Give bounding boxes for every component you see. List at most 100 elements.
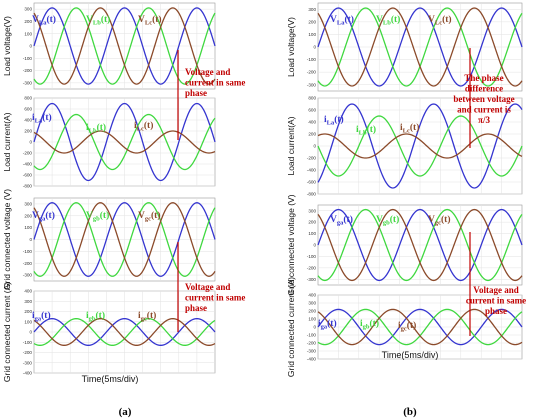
series-label-Vga: Vga(t) (32, 210, 55, 223)
series-line-iLa (33, 102, 216, 182)
series-label-iLa: iLa(t) (32, 112, 52, 125)
y-tick-label: -200 (23, 151, 33, 156)
y-tick-label: -300 (23, 360, 33, 365)
annotation-text-line: current in same (185, 78, 245, 88)
y-tick-label: -200 (23, 261, 33, 266)
y-axis-label-b-1: Load voltage(V) (286, 17, 296, 77)
y-tick-label: -100 (23, 249, 33, 254)
y-tick-label: -300 (307, 277, 317, 282)
y-tick-label: 200 (24, 309, 32, 314)
panel-caption-a: (a) (119, 406, 132, 418)
y-tick-label: -800 (307, 192, 317, 197)
y-tick-label: -400 (307, 357, 317, 362)
y-tick-label: 100 (308, 231, 316, 236)
series-label-VLb: VLb(t) (376, 14, 400, 27)
series-label-VLb: VLb(t) (86, 14, 110, 27)
series-line-igc (33, 318, 216, 346)
series-label-igc: igc(t) (138, 310, 156, 323)
y-tick-label: 200 (24, 213, 32, 218)
y-tick-label: -100 (307, 57, 317, 62)
y-axis-label-b-3: Grid connected voltage (V) (286, 194, 296, 295)
y-tick-label: 400 (308, 293, 316, 298)
y-tick-label: 100 (24, 225, 32, 230)
series-label-iLc: iLc(t) (400, 122, 419, 135)
series-label-VLa: VLa(t) (330, 14, 354, 27)
annotation-text-line: between voltage (453, 94, 514, 104)
y-tick-label: -600 (307, 180, 317, 185)
series-label-iLc: iLc(t) (134, 120, 153, 133)
y-tick-label: -300 (307, 349, 317, 354)
y-tick-label: -200 (307, 156, 317, 161)
y-tick-label: 100 (308, 32, 316, 37)
series-label-VLc: VLc(t) (428, 14, 452, 27)
y-axis-label-a-4: Grid connected current (A) (2, 282, 12, 382)
y-tick-label: 200 (24, 19, 32, 24)
y-tick-label: 200 (308, 132, 316, 137)
y-tick-label: 600 (308, 108, 316, 113)
y-tick-label: 0 (29, 330, 32, 335)
annotation-text-line: current in same (185, 293, 245, 303)
y-tick-label: -100 (307, 254, 317, 259)
y-tick-label: 200 (308, 19, 316, 24)
series-label-Vgc: Vgc(t) (138, 210, 161, 223)
y-tick-label: -100 (23, 56, 33, 61)
series-label-iLa: iLa(t) (324, 114, 344, 127)
annotation-text-line: π/3 (478, 115, 490, 125)
y-tick-label: 400 (24, 118, 32, 123)
y-tick-label: -400 (23, 371, 33, 376)
y-tick-label: -300 (307, 82, 317, 87)
panel-caption-b: (b) (403, 406, 417, 418)
series-line-iLc (317, 133, 523, 159)
y-tick-label: -100 (23, 340, 33, 345)
y-axis-label-a-1: Load voltage(V) (2, 16, 12, 76)
y-tick-label: -200 (23, 350, 33, 355)
series-label-Vgb: Vgb(t) (86, 210, 109, 223)
annotation-text-line: current in same (466, 296, 526, 306)
y-tick-label: 300 (24, 299, 32, 304)
y-tick-label: -200 (307, 70, 317, 75)
y-tick-label: -300 (23, 273, 33, 278)
y-tick-label: 100 (24, 319, 32, 324)
series-line-iLb (33, 113, 216, 171)
y-tick-label: 300 (308, 208, 316, 213)
y-tick-label: 800 (308, 96, 316, 101)
series-label-VLa: VLa(t) (32, 14, 56, 27)
y-tick-label: -400 (23, 162, 33, 167)
y-tick-label: 0 (313, 45, 316, 50)
series-label-iLb: iLb(t) (86, 122, 106, 135)
y-tick-label: 0 (313, 243, 316, 248)
series-line-iLb (317, 115, 523, 177)
y-tick-label: 0 (29, 140, 32, 145)
y-tick-label: -800 (23, 184, 33, 189)
y-tick-label: 600 (24, 107, 32, 112)
y-axis-label-a-3: Grid connected voltage (V) (2, 189, 12, 290)
series-label-igb: igb(t) (360, 318, 379, 331)
y-tick-label: 200 (308, 220, 316, 225)
series-label-Vgb: Vgb(t) (376, 214, 399, 227)
y-tick-label: 200 (24, 129, 32, 134)
annotation-text-line: Voltage and (185, 282, 230, 292)
series-line-VLc (33, 7, 216, 85)
series-line-igc (317, 308, 523, 346)
series-line-VLc (317, 7, 523, 87)
y-tick-label: 200 (308, 309, 316, 314)
y-axis-label-b-4: Grid connected current (A) (286, 277, 296, 377)
annotation-text-line: The phase (464, 73, 503, 83)
annotation-text-line: and current is (457, 105, 511, 115)
y-tick-label: 800 (24, 96, 32, 101)
y-tick-label: -300 (23, 80, 33, 85)
series-line-Vgc (317, 208, 523, 282)
series-label-igc: igc(t) (398, 320, 416, 333)
series-label-VLc: VLc(t) (138, 14, 162, 27)
y-tick-label: -200 (23, 68, 33, 73)
series-label-igb: igb(t) (86, 310, 105, 323)
y-tick-label: 0 (29, 237, 32, 242)
annotation-text-line: phase (185, 88, 207, 98)
y-tick-label: 300 (24, 7, 32, 12)
y-axis-label-b-2: Load current(A) (286, 116, 296, 175)
y-tick-label: 0 (313, 325, 316, 330)
series-line-iLc (33, 130, 216, 154)
x-axis-label-b: Time(5ms/div) (382, 350, 439, 360)
y-tick-label: -600 (23, 173, 33, 178)
